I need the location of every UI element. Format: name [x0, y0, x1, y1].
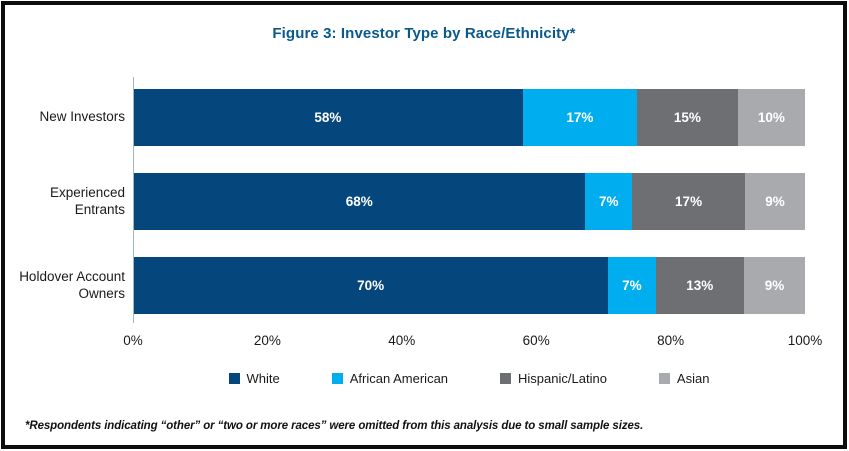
bar-segment-value: 70% [357, 278, 385, 293]
footnote: *Respondents indicating “other” or “two … [25, 420, 644, 432]
bar-segment-hispanic-latino: 13% [655, 257, 744, 314]
bar-segment-african-american: 7% [585, 173, 633, 230]
bar-segment-value: 17% [566, 110, 594, 125]
bar-segment-value: 58% [314, 110, 342, 125]
stacked-bar: 70% 7% 13% 9% [133, 257, 806, 314]
legend-item-asian: Asian [658, 371, 710, 386]
stacked-bar: 58% 17% 15% 10% [133, 89, 805, 146]
bar-segment-white: 70% [133, 257, 609, 314]
bar-segment-value: 13% [686, 278, 714, 293]
legend-label: African American [349, 371, 449, 386]
bar-segment-value: 7% [598, 194, 619, 209]
legend-item-african-american: African American [331, 371, 449, 386]
legend-swatch-icon [500, 373, 512, 384]
bar-segment-white: 58% [133, 89, 523, 146]
x-tick-label: 80% [657, 333, 685, 348]
bar-segment-african-american: 7% [608, 257, 656, 314]
chart-row: Holdover Account Owners 70% 7% 13% 9% [13, 257, 806, 314]
legend-item-white: White [228, 371, 280, 386]
stacked-bar: 68% 7% 17% 9% [133, 173, 805, 230]
legend-item-hispanic-latino: Hispanic/Latino [500, 371, 607, 386]
x-tick-label: 20% [253, 333, 281, 348]
bar-segment-hispanic-latino: 15% [637, 89, 738, 146]
category-label: New Investors [39, 109, 125, 125]
bar-segment-value: 10% [757, 110, 785, 125]
x-axis: 0% 20% 40% 60% 80% 100% [123, 333, 822, 351]
bar-segment-hispanic-latino: 17% [632, 173, 746, 230]
chart-row: Experienced Entrants 68% 7% 17% 9% [13, 173, 805, 230]
legend-swatch-icon [658, 373, 670, 384]
bar-segment-asian: 9% [745, 173, 805, 230]
y-axis-line [133, 77, 134, 323]
bar-segment-value: 68% [345, 194, 373, 209]
bar-segment-african-american: 17% [522, 89, 637, 146]
legend: White African American Hispanic/Latino Asia… [133, 371, 805, 386]
chart-title: Figure 3: Investor Type by Race/Ethnicit… [272, 25, 576, 42]
bar-segment-value: 15% [673, 110, 701, 125]
bar-segment-value: 9% [764, 278, 785, 293]
category-label: Holdover Account Owners [19, 268, 125, 301]
legend-label: Asian [676, 371, 710, 386]
chart-area: New Investors 58% 17% 15% 10% Experienced Ent… [13, 77, 806, 323]
plot-rows: New Investors 58% 17% 15% 10% Experienced Ent… [13, 89, 806, 314]
legend-label: Hispanic/Latino [518, 371, 607, 386]
bar-segment-value: 9% [765, 194, 785, 209]
x-tick-label: 0% [123, 333, 143, 348]
bar-segment-value: 7% [622, 278, 642, 293]
legend-swatch-icon [228, 373, 240, 384]
x-tick-label: 100% [787, 333, 823, 348]
bar-segment-asian: 9% [743, 257, 806, 314]
bar-segment-white: 68% [133, 173, 586, 230]
category-label: Experienced Entrants [49, 184, 125, 217]
bar-segment-value: 17% [675, 194, 703, 209]
legend-label: White [246, 371, 280, 386]
legend-swatch-icon [331, 373, 343, 384]
chart-row: New Investors 58% 17% 15% 10% [13, 89, 805, 146]
bar-segment-asian: 10% [737, 89, 805, 146]
x-tick-label: 40% [388, 333, 416, 348]
x-tick-label: 60% [522, 333, 550, 348]
